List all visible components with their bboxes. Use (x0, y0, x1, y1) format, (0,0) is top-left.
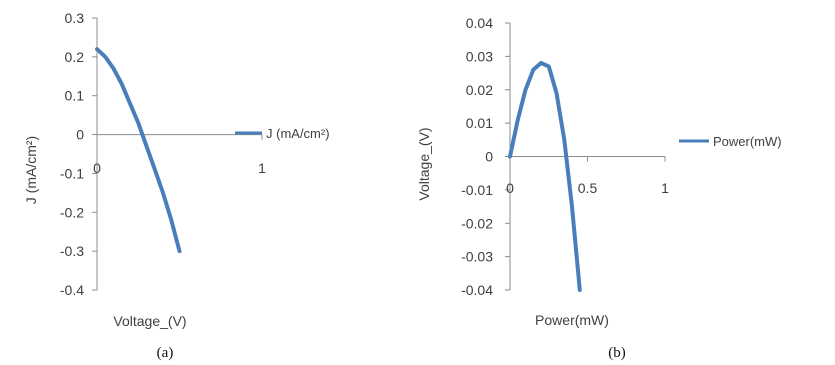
y-tick-label: 0.2 (65, 49, 85, 65)
x-tick-label: 0 (506, 180, 514, 196)
y-tick-label: 0 (76, 127, 84, 143)
y-tick-label: -0.4 (60, 282, 84, 298)
chart-a: 0.3 0.2 0.1 0 -0.1 -0.2 -0.3 -0.4 0 1 Voltage_(V) J… (23, 10, 330, 361)
y-axis-title: Voltage_(V) (416, 127, 432, 200)
x-tick-label: 1 (661, 180, 669, 196)
y-tick-label: 0.02 (466, 82, 493, 98)
series-line (508, 61, 582, 292)
x-tick-label: 0.5 (578, 180, 598, 196)
y-tick-label: 0.04 (466, 15, 493, 31)
y-tick-label: 0.03 (466, 48, 493, 64)
y-tick-label: -0.02 (461, 215, 493, 231)
x-axis-title: Power(mW) (535, 312, 609, 328)
y-tick-label: -0.3 (60, 243, 84, 259)
y-tick-label: -0.01 (461, 182, 493, 198)
y-tick-label: 0.01 (466, 115, 493, 131)
y-tick-label: -0.03 (461, 249, 493, 265)
y-tick-label: -0.2 (60, 204, 84, 220)
y-tick-label: -0.1 (60, 165, 84, 181)
chart-b: 0.04 0.03 0.02 0.01 0 -0.01 -0.02 -0.03 -0.04 0 0.… (416, 15, 782, 361)
y-tick-label: -0.04 (461, 282, 493, 298)
legend-label: Power(mW) (713, 134, 782, 149)
x-tick-label: 0 (93, 160, 101, 176)
figure-caption: (a) (157, 345, 174, 361)
y-axis-title: J (mA/cm²) (23, 136, 39, 204)
y-tick-label: 0 (485, 149, 493, 165)
x-axis-title: Voltage_(V) (113, 313, 186, 329)
figure-caption: (b) (608, 345, 626, 361)
y-tick-label: 0.3 (65, 10, 85, 26)
x-tick-label: 1 (258, 160, 266, 176)
legend-label: J (mA/cm²) (266, 126, 330, 141)
y-tick-label: 0.1 (65, 88, 85, 104)
series-line (95, 47, 182, 254)
